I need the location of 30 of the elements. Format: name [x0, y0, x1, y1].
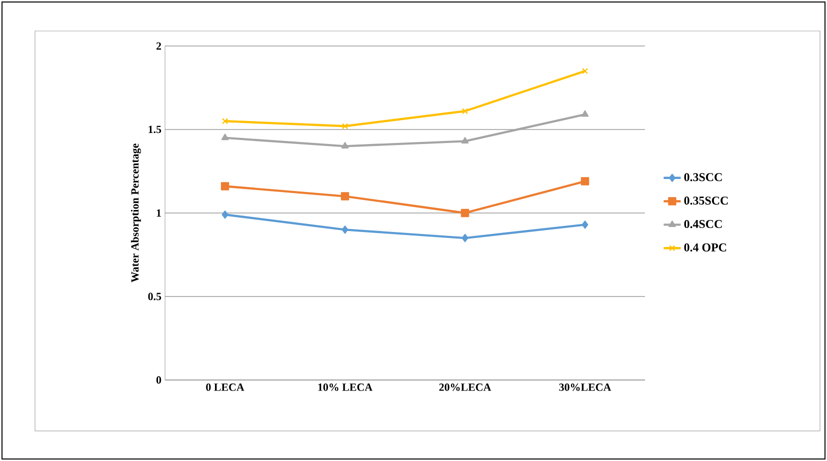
point: [581, 110, 589, 117]
y-tick-label: 1.5: [148, 126, 162, 134]
legend-label: 0.4 OPC: [684, 243, 726, 252]
x-tick-label: 10% LECA: [318, 384, 372, 391]
point: [221, 134, 229, 140]
legend-label: 0.3SCC: [684, 173, 722, 182]
legend-label: 0.35SCC: [684, 196, 728, 205]
y-tick-label: 0: [156, 376, 162, 384]
point: [580, 177, 590, 186]
point: [222, 210, 228, 219]
point: [460, 208, 470, 218]
legend-label: 0.4SCC: [684, 220, 722, 228]
y-axis-title: Water Absorption Percentage: [130, 144, 141, 282]
point: [461, 137, 469, 144]
point: [341, 142, 349, 149]
point: [340, 192, 350, 200]
y-tick-label: 0.5: [148, 292, 162, 300]
point: [222, 118, 228, 124]
point: [342, 123, 348, 130]
x-tick-label: 30%LECA: [559, 384, 612, 391]
point: [582, 68, 588, 74]
point: [462, 108, 468, 114]
point: [342, 226, 348, 234]
point: [220, 182, 230, 190]
point: [462, 234, 468, 242]
x-tick-label: 20%LECA: [439, 384, 492, 391]
y-tick-label: 2: [156, 42, 162, 50]
point: [582, 220, 588, 229]
x-tick-label: 0 LECA: [206, 384, 244, 391]
y-tick-label: 1: [156, 209, 161, 217]
